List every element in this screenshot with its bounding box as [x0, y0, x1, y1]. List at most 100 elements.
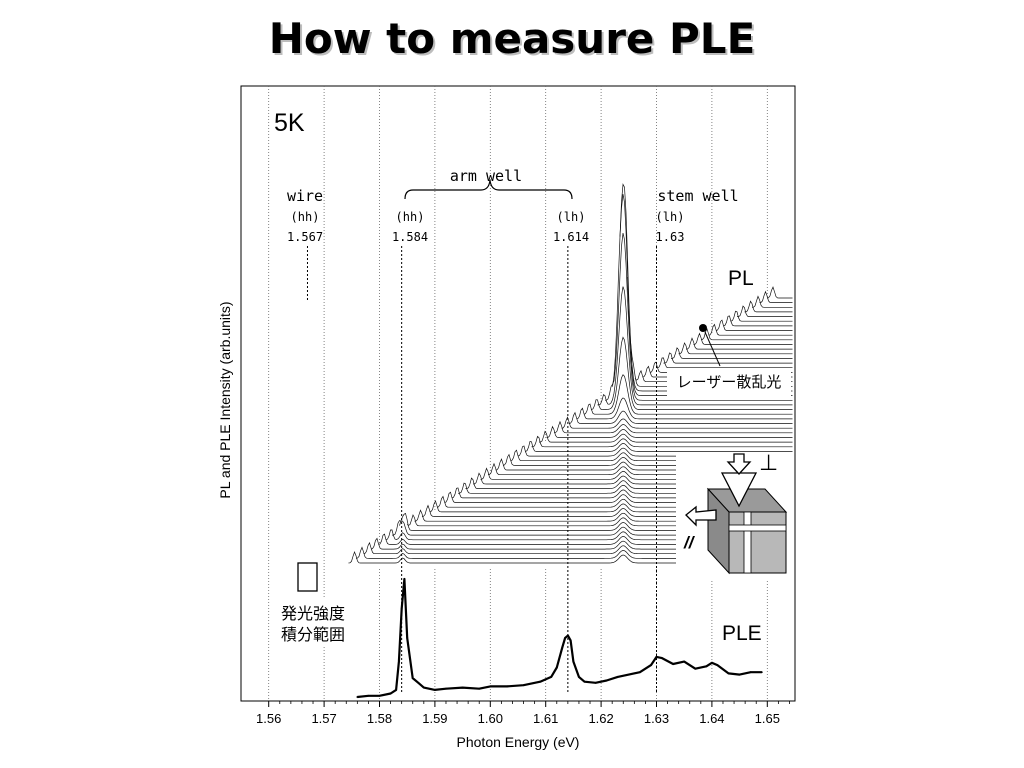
ple-point	[434, 689, 436, 691]
pl-spectrum-line	[576, 397, 793, 420]
wire-energy-label: 1.567	[287, 230, 323, 244]
ple-point	[403, 578, 406, 580]
integration-window-line2: 積分範囲	[281, 626, 345, 644]
ple-point	[389, 692, 392, 695]
ple-point	[694, 667, 697, 670]
stem-lh-energy-label: 1.63	[656, 230, 685, 244]
temperature-label: 5K	[274, 109, 305, 137]
pl-spectrum-mask	[480, 478, 793, 484]
pl-spectrum-mask	[399, 529, 793, 536]
pl-spectrum-mask	[413, 520, 793, 526]
ple-point	[506, 685, 508, 688]
pl-spectrum-mask	[355, 557, 793, 563]
integration-window-box	[297, 562, 318, 592]
ple-point	[738, 673, 741, 676]
laser-scatter-box	[667, 368, 791, 396]
ple-point	[561, 646, 564, 649]
ple-point	[572, 660, 575, 663]
pl-spectrum-line	[685, 337, 793, 350]
pl-spectrum-mask	[582, 413, 793, 419]
ple-point	[367, 694, 370, 697]
ple-point	[461, 686, 464, 689]
pl-spectrum-mask	[685, 348, 793, 354]
ple-point	[445, 687, 447, 690]
pl-spectrum-mask	[531, 445, 793, 452]
pl-spectrum-mask	[347, 562, 793, 568]
ple-point	[672, 663, 674, 665]
pl-spectrum-mask	[758, 301, 793, 308]
ple-series	[356, 577, 763, 699]
pl-spectrum-line	[751, 295, 793, 308]
pl-spectrum-mask	[516, 455, 793, 461]
pl-spectrum-mask	[487, 473, 793, 480]
ple-point	[639, 671, 641, 674]
pl-spectrum-mask	[377, 543, 793, 550]
pl-spectrum-line	[538, 430, 793, 443]
pl-spectrum-mask	[421, 515, 793, 522]
ple-point	[578, 676, 580, 678]
pl-spectrum-mask	[560, 427, 793, 433]
pl-spectrum-line	[736, 305, 793, 317]
ple-point	[594, 681, 597, 684]
pl-spectrum-line	[715, 319, 793, 331]
ple-point	[661, 657, 663, 659]
pl-spectrum-mask	[766, 297, 793, 303]
arm-lh-label: (lh)	[557, 210, 586, 224]
arm-well-slot	[728, 524, 787, 532]
ple-point	[749, 671, 752, 674]
pl-spectrum-mask	[678, 352, 793, 359]
stem-well-slot	[743, 511, 752, 574]
pl-spectrum-mask	[538, 441, 793, 447]
sample-front-face	[728, 511, 787, 574]
pl-spectrum-mask	[391, 534, 793, 540]
left-arrow-icon	[685, 505, 717, 527]
pl-spectrum-mask	[509, 459, 793, 466]
laser-scatter-marker	[699, 324, 707, 332]
pl-spectrum-line	[744, 300, 793, 313]
pl-spectrum-mask	[524, 450, 793, 457]
ple-point	[550, 676, 553, 678]
ple-point	[683, 660, 686, 663]
pl-spectrum-line	[546, 425, 793, 438]
ple-point	[716, 664, 719, 666]
pl-spectrum-line	[525, 440, 793, 452]
x-tick-label: 1.65	[755, 711, 780, 726]
laser-scatter-leader	[704, 331, 721, 367]
x-axis-title: Photon Energy (eV)	[457, 734, 580, 750]
arm-well-label: arm well	[450, 167, 522, 185]
integration-window-label-bg	[272, 598, 356, 646]
ple-point	[705, 665, 708, 668]
ple-point	[398, 660, 400, 663]
pl-spectrum-line	[708, 323, 793, 336]
pl-label: PL	[728, 267, 754, 290]
ple-point	[489, 685, 492, 688]
pl-spectrum-line	[730, 310, 793, 322]
ple-point	[478, 687, 481, 690]
pl-spectrum-mask	[729, 320, 793, 326]
pl-spectrum-mask	[428, 510, 793, 517]
x-ticks: 1.56 1.57 1.58 1.59 1.60 1.61 1.62 1.63 1.64 1.65	[256, 701, 790, 726]
x-tick-label: 1.59	[422, 711, 447, 726]
x-tick-label: 1.58	[367, 711, 392, 726]
ple-point	[422, 686, 425, 689]
stem-well-label: stem well	[657, 187, 738, 205]
slide-title: How to measure PLE	[268, 14, 756, 63]
pl-spectrum-line	[561, 416, 793, 429]
pl-spectrum-mask	[722, 324, 793, 331]
ple-label: PLE	[722, 622, 762, 645]
pl-spectrum-line	[657, 357, 793, 369]
down-arrow-icon	[726, 453, 752, 475]
pl-spectrum-line	[723, 315, 793, 327]
x-tick-label: 1.61	[533, 711, 558, 726]
pl-spectrum-mask	[663, 362, 793, 368]
pl-spectrum-mask	[751, 306, 793, 312]
wire-label: wire	[287, 187, 323, 205]
pl-spectrum-line	[604, 233, 793, 401]
ple-point	[655, 656, 658, 658]
ple-point	[564, 637, 566, 639]
pl-spectrum-mask	[553, 431, 793, 438]
ple-point	[569, 639, 572, 642]
pl-spectrum-mask	[568, 422, 793, 429]
x-tick-label: 1.64	[699, 711, 724, 726]
pl-spectrum-mask	[612, 394, 793, 401]
